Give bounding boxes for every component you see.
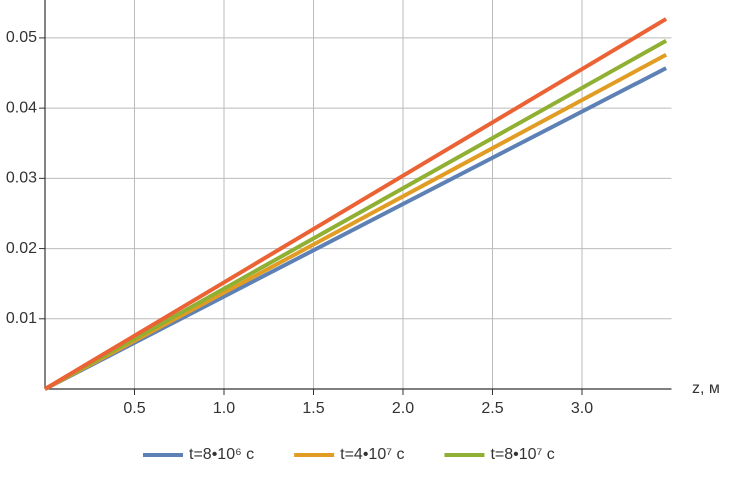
series-line (44, 38, 668, 391)
x-tick-label: 0.5 (123, 400, 145, 417)
y-tick-label: 0.04 (6, 99, 37, 116)
legend-label: t=8•10⁶ с (189, 446, 254, 463)
x-tick-label: 2.5 (481, 400, 503, 417)
x-tick-label: 1.5 (302, 400, 324, 417)
legend-label: t=8•10⁷ с (490, 446, 554, 463)
y-tick-label: 0.01 (6, 310, 37, 327)
x-tick-label: 3.0 (571, 400, 593, 417)
y-tick-label: 0.02 (6, 240, 37, 257)
x-axis-label: z, м (692, 380, 720, 397)
legend-label: t=4•10⁷ с (340, 446, 404, 463)
x-tick-label: 2.0 (392, 400, 414, 417)
y-tick-label: 0.03 (6, 170, 37, 187)
y-tick-label: 0.05 (6, 29, 37, 46)
x-tick-label: 1.0 (213, 400, 235, 417)
series-line (43, 17, 668, 391)
series-line (44, 53, 668, 391)
